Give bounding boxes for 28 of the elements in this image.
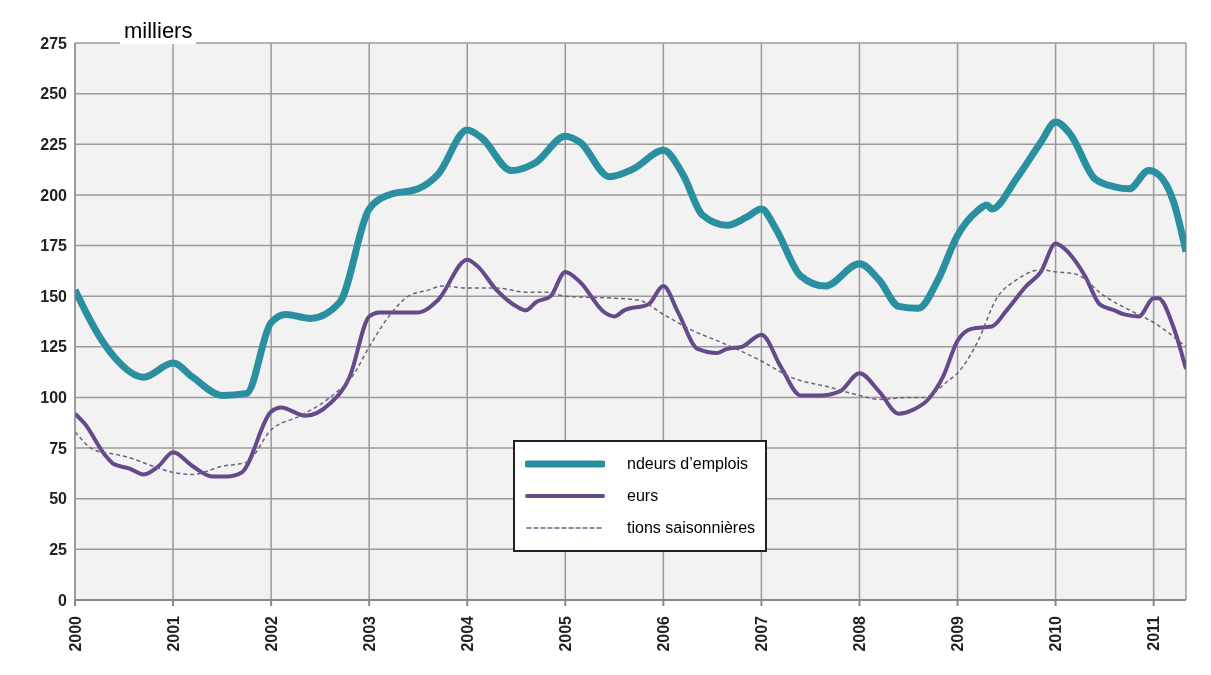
y-tick-label: 175 [40,237,68,255]
x-tick-label: 2009 [949,615,967,652]
y-tick-label: 275 [40,34,68,52]
x-tick-label: 2006 [654,615,672,652]
x-tick-label: 2004 [458,615,476,652]
y-tick-label: 250 [40,85,68,103]
y-tick-label: 50 [49,490,68,508]
x-tick-label: 2007 [752,615,770,652]
x-tick-label: 2000 [66,615,84,652]
y-tick-label: 100 [40,389,68,407]
y-tick-label: 200 [40,186,68,204]
legend-label: eurs [627,487,659,505]
y-tick-label: 125 [40,338,68,356]
x-tick-label: 2002 [262,615,280,652]
x-tick-label: 2010 [1047,615,1065,652]
y-tick-label: 75 [49,439,68,457]
x-tick-label: 2008 [850,615,868,652]
x-tick-label: 2005 [556,615,574,652]
x-tick-label: 2003 [360,615,378,652]
y-tick-label: 25 [49,541,68,559]
legend-label: tions saisonnières [627,519,756,537]
y-axis-title: milliers [120,18,197,44]
y-tick-label: 150 [40,287,68,305]
y-tick-label: 0 [58,591,68,609]
legend-label: ndeurs d’emplois [627,455,748,473]
x-tick-label: 2011 [1145,615,1163,651]
y-tick-label: 225 [40,135,68,153]
x-tick-label: 2001 [164,615,182,652]
